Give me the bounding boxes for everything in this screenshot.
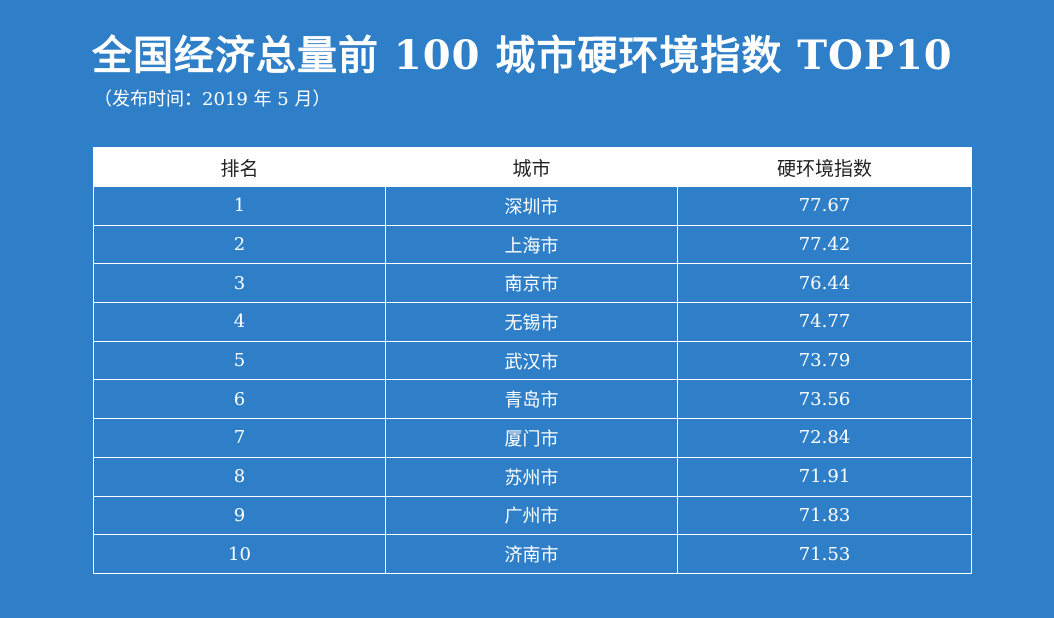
city-cell: 苏州市: [385, 456, 678, 497]
column-header-index: 硬环境指数: [677, 147, 972, 187]
header-row: 排名 城市 硬环境指数: [93, 147, 972, 187]
rank-cell: 5: [93, 340, 386, 381]
rank-cell: 8: [93, 456, 386, 497]
rank-cell: 3: [93, 263, 386, 304]
table-row: 9 广州市 71.83: [93, 495, 972, 536]
index-value-cell: 73.79: [677, 340, 972, 381]
table-row: 8 苏州市 71.91: [93, 456, 972, 497]
table-header: 排名 城市 硬环境指数: [93, 147, 972, 187]
city-cell: 武汉市: [385, 340, 678, 381]
index-value-cell: 77.42: [677, 224, 972, 265]
city-cell: 深圳市: [385, 186, 678, 226]
index-value-cell: 74.77: [677, 302, 972, 342]
rank-cell: 7: [93, 418, 386, 458]
rank-cell: 2: [93, 224, 386, 265]
index-value-cell: 76.44: [677, 263, 972, 304]
rank-cell: 10: [93, 534, 386, 574]
index-value-cell: 73.56: [677, 379, 972, 420]
city-cell: 无锡市: [385, 302, 678, 342]
table-row: 2 上海市 77.42: [93, 224, 972, 265]
page-title: 全国经济总量前 100 城市硬环境指数 TOP10: [92, 32, 953, 79]
city-cell: 广州市: [385, 495, 678, 536]
column-header-rank: 排名: [93, 147, 386, 187]
rank-cell: 1: [93, 186, 386, 226]
table-row: 6 青岛市 73.56: [93, 379, 972, 420]
table-row: 7 厦门市 72.84: [93, 418, 972, 458]
rank-cell: 6: [93, 379, 386, 420]
column-header-city: 城市: [385, 147, 678, 187]
table-row: 4 无锡市 74.77: [93, 302, 972, 342]
city-cell: 济南市: [385, 534, 678, 574]
table-row: 5 武汉市 73.79: [93, 340, 972, 381]
table-row: 3 南京市 76.44: [93, 263, 972, 304]
city-cell: 南京市: [385, 263, 678, 304]
city-cell: 厦门市: [385, 418, 678, 458]
table-row: 1 深圳市 77.67: [93, 186, 972, 226]
city-cell: 青岛市: [385, 379, 678, 420]
index-value-cell: 71.53: [677, 534, 972, 574]
table-body: 1 深圳市 77.67 2 上海市 77.42 3 南京市 76.44 4 无锡市 74.77 5 武汉市…: [93, 186, 972, 574]
city-cell: 上海市: [385, 224, 678, 265]
rank-cell: 9: [93, 495, 386, 536]
index-value-cell: 72.84: [677, 418, 972, 458]
publish-date: （发布时间：2019 年 5 月）: [94, 89, 331, 110]
rank-cell: 4: [93, 302, 386, 342]
table-row: 10 济南市 71.53: [93, 534, 972, 574]
index-value-cell: 71.91: [677, 456, 972, 497]
index-value-cell: 77.67: [677, 186, 972, 226]
index-value-cell: 71.83: [677, 495, 972, 536]
ranking-table: 排名 城市 硬环境指数 1 深圳市 77.67 2 上海市 77.42 3 南京市 76.44 4…: [93, 147, 972, 574]
